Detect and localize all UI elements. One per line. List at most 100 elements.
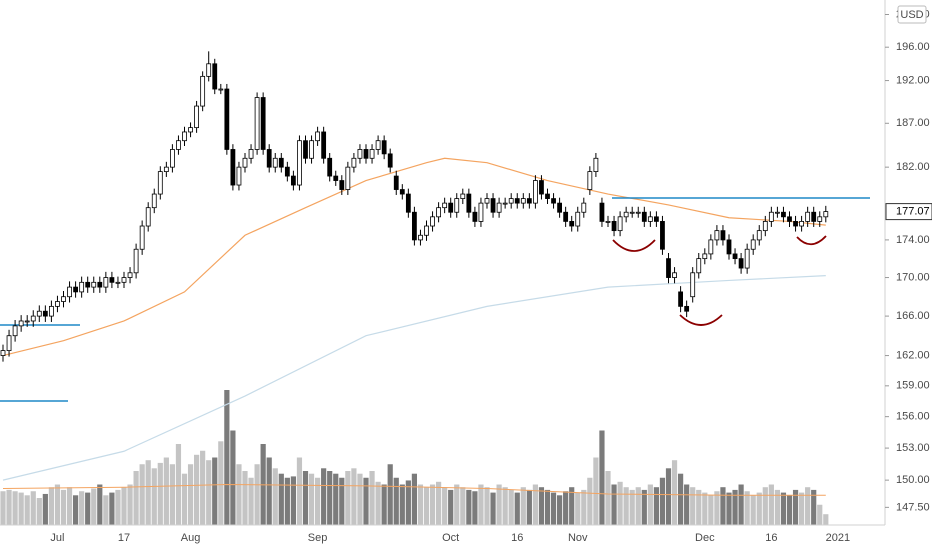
x-tick-label: 2021 [826, 532, 850, 544]
candle-body [611, 221, 617, 232]
candle-body [545, 193, 550, 199]
volume-bar [738, 484, 744, 525]
volume-bar [744, 491, 750, 525]
candle-body [805, 211, 811, 222]
candle-body [127, 272, 133, 278]
y-tick-label: 170.00 [896, 271, 930, 283]
candle-body [430, 216, 435, 227]
candle-body [115, 281, 121, 284]
volume-bar [792, 489, 799, 525]
volume-bar [587, 477, 593, 525]
candle-body [242, 157, 248, 168]
candle-body [569, 221, 575, 227]
candle-body [775, 211, 780, 214]
candle-body [206, 63, 212, 77]
candle-body [321, 131, 327, 159]
candle-body [109, 277, 115, 283]
candle-body [732, 253, 738, 260]
candle-body [454, 198, 460, 213]
candle-body [696, 258, 702, 274]
volume-bar [85, 492, 91, 525]
candle-body [254, 97, 260, 150]
candle-body [169, 149, 175, 168]
volume-bar [97, 484, 103, 525]
y-tick-label: 187.00 [896, 117, 930, 129]
candle-body [744, 248, 750, 269]
volume-bar [569, 487, 575, 525]
y-tick-label: 192.00 [896, 74, 930, 86]
volume-bar [557, 495, 563, 525]
candle-body [369, 149, 375, 159]
volume-bar [302, 471, 309, 525]
volume-bar [381, 484, 387, 525]
candle-body [635, 211, 641, 214]
candle-body [738, 258, 744, 269]
candle-body [762, 221, 768, 232]
candle-body [768, 211, 774, 222]
volume-bar [647, 484, 653, 525]
moving-average [2, 157, 826, 357]
volume-bar [54, 484, 61, 525]
volume-bar [194, 454, 200, 525]
volume-bar [278, 473, 284, 525]
y-tick-label: 159.00 [896, 380, 930, 392]
candle-body [85, 281, 91, 288]
candle-body [508, 198, 514, 204]
volume-bar [659, 477, 666, 525]
volume-bar [369, 471, 375, 525]
volume-bar [363, 477, 369, 525]
volume-bar [774, 489, 780, 525]
candle-body [339, 180, 345, 190]
candle-body [539, 180, 544, 195]
volume-bar [181, 473, 188, 525]
candle-body [303, 140, 308, 159]
volume-bar [805, 487, 811, 525]
volume-bar [296, 457, 303, 525]
candle-body [442, 202, 448, 209]
candle-body [714, 230, 720, 241]
volume-bar [91, 488, 97, 525]
volume-bar [720, 487, 726, 525]
volume-bar [218, 441, 224, 525]
volume-bar [254, 464, 260, 525]
candle-body [726, 239, 732, 255]
volume-bar [345, 471, 351, 525]
candle-body [424, 225, 429, 236]
volume-bar [405, 480, 411, 525]
volume-bar [714, 491, 720, 525]
volume-bar [768, 484, 774, 525]
volume-bar [563, 491, 569, 525]
candle-body [0, 350, 6, 356]
y-tick-label: 182.00 [896, 161, 930, 173]
candle-body [188, 127, 193, 133]
volume-bar [103, 495, 109, 525]
candle-body [587, 171, 593, 190]
volume-bar [817, 504, 823, 525]
volume-bar [623, 487, 629, 525]
volume-bar [321, 468, 327, 525]
candle-body [133, 248, 139, 274]
currency-box[interactable] [897, 5, 927, 24]
candle-body [684, 305, 690, 312]
volume-bar [750, 495, 756, 525]
volume-bar [629, 489, 635, 525]
volume-bar [702, 492, 708, 525]
candle-body [121, 277, 127, 283]
candle-body [73, 286, 78, 293]
volume-bar [544, 489, 551, 525]
volume-bar [127, 484, 133, 525]
candle-body [678, 291, 683, 307]
candle-body [623, 211, 629, 218]
volume-bar [48, 487, 54, 525]
x-tick-label: Aug [181, 532, 201, 544]
volume-bar [121, 487, 127, 525]
candle-body [30, 315, 36, 322]
candle-body [496, 202, 502, 213]
candle-body [230, 149, 236, 186]
candle-body [351, 157, 357, 168]
candle-body [478, 202, 484, 222]
y-tick-label: 162.00 [896, 349, 930, 361]
candle-body [472, 211, 478, 222]
y-tick-label: 174.00 [896, 234, 930, 246]
volume-bar [466, 489, 472, 525]
